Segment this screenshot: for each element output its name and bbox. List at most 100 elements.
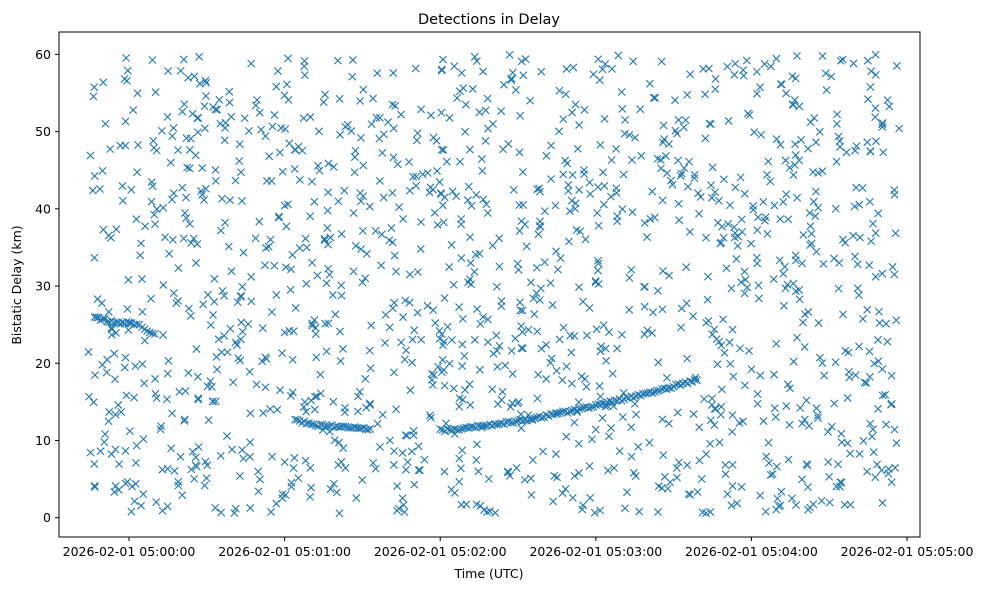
detection-marker — [93, 295, 102, 304]
detection-marker — [310, 405, 319, 414]
detection-marker — [540, 258, 549, 267]
detection-marker — [110, 349, 119, 358]
detection-marker — [673, 408, 682, 417]
detection-marker — [518, 328, 527, 337]
detection-marker — [872, 137, 881, 146]
detection-marker — [365, 400, 374, 409]
detection-marker — [718, 222, 726, 231]
detection-marker — [517, 344, 526, 353]
detection-marker — [336, 357, 345, 366]
detection-marker — [662, 373, 671, 382]
detection-marker — [227, 267, 236, 276]
detection-marker — [793, 193, 802, 202]
detection-marker — [233, 341, 241, 350]
detection-marker — [472, 500, 481, 509]
detection-marker — [356, 189, 365, 198]
detection-marker — [84, 347, 93, 356]
chart-title: Detections in Delay — [418, 12, 560, 28]
detection-marker — [170, 466, 179, 475]
detection-marker — [493, 400, 502, 409]
detection-marker — [122, 391, 131, 400]
detection-marker — [236, 356, 245, 365]
detection-marker — [772, 339, 781, 348]
detection-marker — [148, 329, 157, 338]
detection-marker — [481, 136, 490, 145]
detection-marker — [174, 264, 183, 273]
detection-marker — [685, 227, 694, 236]
detection-marker — [333, 56, 342, 65]
detection-marker — [599, 168, 608, 177]
detection-marker — [627, 265, 636, 274]
detection-marker — [336, 327, 345, 336]
detection-marker — [555, 86, 564, 95]
detection-marker — [261, 353, 270, 362]
detection-marker — [461, 385, 469, 394]
detection-marker — [377, 261, 386, 270]
detection-marker — [354, 392, 363, 401]
detection-marker — [721, 470, 730, 479]
detection-marker — [235, 157, 244, 166]
detection-marker — [664, 419, 673, 428]
detection-marker — [706, 416, 715, 425]
detection-marker — [426, 413, 435, 422]
detection-marker — [736, 344, 744, 353]
detection-marker — [743, 283, 752, 292]
detection-marker — [367, 321, 376, 330]
detection-marker — [481, 106, 490, 115]
detection-marker — [780, 262, 789, 271]
detection-marker — [461, 127, 470, 136]
detection-marker — [351, 146, 360, 155]
detection-marker — [203, 290, 212, 299]
detection-marker — [766, 177, 775, 186]
detection-marker — [308, 258, 317, 267]
detection-marker — [515, 148, 524, 157]
detection-marker — [585, 303, 594, 312]
detection-marker — [439, 218, 448, 227]
detection-marker — [378, 148, 387, 157]
detection-marker — [764, 438, 773, 447]
detection-marker — [414, 442, 423, 451]
detection-marker — [654, 508, 663, 517]
detection-marker — [445, 113, 454, 122]
detection-marker — [556, 254, 565, 263]
detection-marker — [690, 375, 699, 384]
detection-marker — [710, 421, 719, 430]
detection-marker — [255, 108, 264, 117]
detection-marker — [559, 170, 568, 179]
detection-marker — [373, 69, 382, 78]
detection-marker — [754, 213, 763, 222]
detection-marker — [116, 141, 125, 150]
detection-marker — [366, 424, 375, 433]
detection-marker — [123, 66, 132, 75]
detection-marker — [431, 319, 440, 328]
detection-marker — [409, 426, 418, 435]
detection-marker — [701, 134, 710, 143]
detection-marker — [437, 108, 446, 117]
detection-marker — [737, 215, 746, 224]
detection-marker — [280, 458, 289, 467]
detection-marker — [600, 114, 609, 123]
detection-marker — [186, 311, 195, 320]
detection-marker — [711, 188, 720, 197]
detection-marker — [805, 209, 814, 217]
y-tick-label: 30 — [35, 279, 51, 294]
detection-marker — [130, 393, 139, 402]
detection-marker — [747, 239, 756, 248]
detection-marker — [371, 464, 380, 473]
detection-marker — [632, 410, 641, 419]
detection-marker — [586, 190, 595, 199]
detection-marker — [892, 61, 901, 70]
detection-marker — [121, 353, 130, 362]
detection-marker — [840, 500, 849, 509]
detection-marker — [895, 124, 904, 133]
detection-marker — [769, 275, 778, 284]
detection-marker — [272, 82, 281, 91]
detection-marker — [211, 503, 220, 512]
detection-marker — [523, 416, 532, 425]
detection-marker — [585, 462, 594, 471]
detection-marker — [302, 243, 311, 252]
detection-marker — [708, 330, 717, 339]
detection-marker — [304, 419, 313, 428]
detection-marker — [549, 497, 558, 506]
detection-marker — [495, 262, 504, 271]
